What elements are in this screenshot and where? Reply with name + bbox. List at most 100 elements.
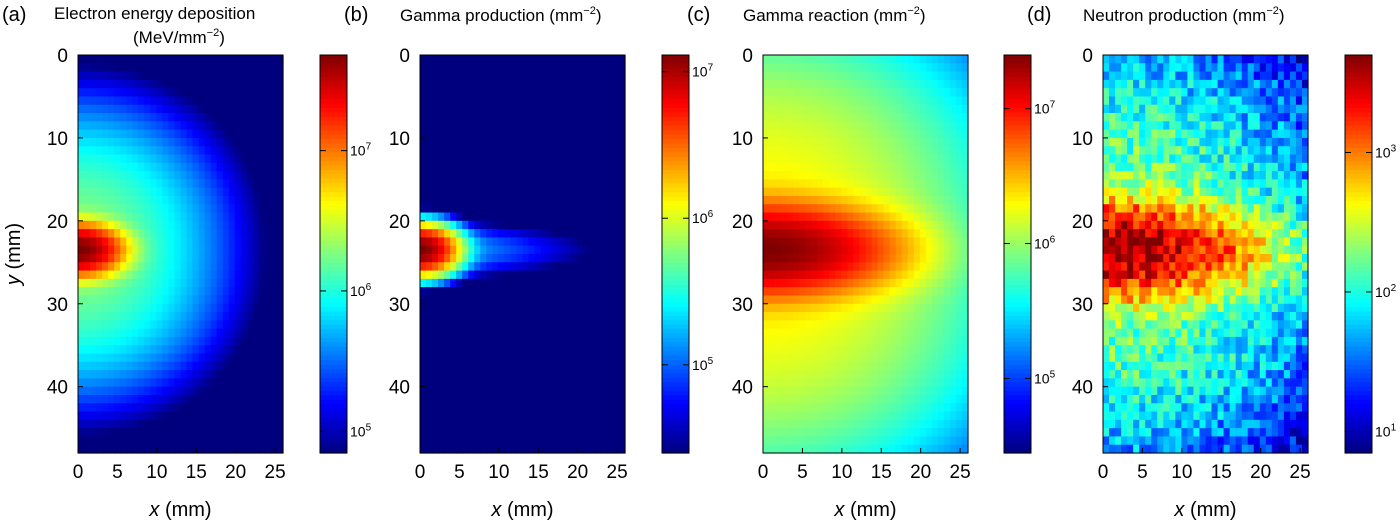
heatmap-cell (528, 187, 536, 197)
heatmap-cell (516, 96, 524, 106)
heatmap-cell (889, 195, 897, 205)
heatmap-cell (606, 270, 614, 280)
heatmap-cell (252, 411, 260, 421)
heatmap-cell (516, 137, 524, 147)
heatmap-cell (222, 303, 230, 313)
heatmap-cell (180, 96, 188, 106)
heatmap-cell (546, 262, 554, 272)
heatmap-cell (570, 254, 578, 263)
heatmap-cell (901, 386, 909, 396)
heatmap-cell (180, 287, 188, 297)
heatmap-cell (138, 419, 145, 429)
heatmap-cell (438, 137, 445, 147)
heatmap-cell (84, 328, 91, 338)
x-tick-label: 15 (186, 462, 207, 483)
heatmap-cell (258, 403, 266, 413)
heatmap-cell (114, 204, 121, 214)
heatmap-cell (420, 245, 427, 255)
heatmap-cell (781, 320, 788, 330)
heatmap-cell (883, 129, 891, 139)
heatmap-cell (114, 154, 121, 164)
x-tick-label: 25 (265, 462, 286, 483)
heatmap-cell (270, 88, 278, 98)
heatmap-cell (468, 386, 475, 396)
heatmap-cell (859, 121, 867, 131)
heatmap-cell (144, 63, 151, 73)
heatmap-cell (126, 262, 133, 272)
heatmap-cell (432, 71, 439, 81)
heatmap-cell (817, 262, 824, 272)
heatmap-cell (582, 96, 590, 106)
heatmap-cell (570, 328, 578, 338)
heatmap-cell (420, 336, 427, 346)
heatmap-cell (240, 113, 248, 122)
heatmap-cell (889, 104, 897, 114)
heatmap-cell (174, 162, 182, 172)
heatmap-cell (114, 212, 121, 222)
heatmap-cell (781, 204, 788, 214)
heatmap-cell (937, 336, 945, 346)
heatmap-cell (270, 419, 278, 429)
heatmap-cell (432, 270, 439, 280)
heatmap-cell (270, 162, 278, 172)
heatmap-cell (522, 419, 530, 429)
heatmap-cell (150, 129, 157, 139)
heatmap-cell (582, 370, 590, 379)
heatmap-cell (96, 55, 103, 64)
heatmap-cell (96, 162, 103, 172)
heatmap-cell (895, 79, 903, 89)
colorbar-segment (662, 417, 689, 423)
heatmap-cell (534, 229, 542, 239)
heatmap-cell (138, 195, 145, 205)
heatmap-cell (859, 270, 867, 280)
heatmap-cell (102, 88, 109, 98)
heatmap-cell (270, 336, 278, 346)
heatmap-cell (558, 129, 566, 139)
heatmap-cell (264, 378, 272, 388)
colorbar-segment (662, 223, 689, 229)
heatmap-cell (883, 353, 891, 363)
heatmap-cell (150, 436, 157, 446)
heatmap-cell (871, 328, 879, 338)
heatmap-cell (246, 179, 254, 189)
heatmap-cell (841, 345, 849, 355)
heatmap-cell (955, 386, 963, 396)
heatmap-cell (138, 179, 145, 189)
heatmap-cell (811, 336, 818, 346)
heatmap-cell (871, 345, 879, 355)
heatmap-cell (234, 295, 242, 305)
heatmap-cell (462, 121, 469, 131)
heatmap-cell (162, 278, 170, 288)
heatmap-cell (582, 129, 590, 139)
heatmap-cell (450, 63, 457, 73)
heatmap-cell (853, 179, 861, 189)
heatmap-cell (823, 245, 830, 255)
colorbar-segment (320, 231, 347, 237)
heatmap-cell (546, 245, 554, 255)
colorbar-segment (662, 147, 689, 153)
heatmap-cell (931, 287, 939, 297)
heatmap-cell (865, 287, 873, 297)
heatmap-cell (480, 411, 487, 421)
heatmap-cell (180, 428, 188, 438)
heatmap-cell (462, 154, 469, 164)
heatmap-cell (606, 345, 614, 355)
heatmap-cell (150, 262, 157, 272)
heatmap-cell (606, 71, 614, 81)
heatmap-cell (468, 96, 475, 106)
heatmap-cell (174, 328, 182, 338)
heatmap-cell (606, 436, 614, 446)
heatmap-cell (889, 320, 897, 330)
heatmap-cell (516, 278, 524, 288)
heatmap-cell (805, 278, 812, 288)
heatmap-cell (216, 96, 224, 106)
heatmap-cell (480, 403, 487, 413)
heatmap-cell (582, 436, 590, 446)
heatmap-cell (901, 361, 909, 371)
heatmap-cell (276, 63, 284, 73)
heatmap-cell (534, 162, 542, 172)
heatmap-cell (895, 295, 903, 305)
heatmap-cell (114, 262, 121, 272)
heatmap-cell (919, 361, 927, 371)
heatmap-cell (781, 361, 788, 371)
